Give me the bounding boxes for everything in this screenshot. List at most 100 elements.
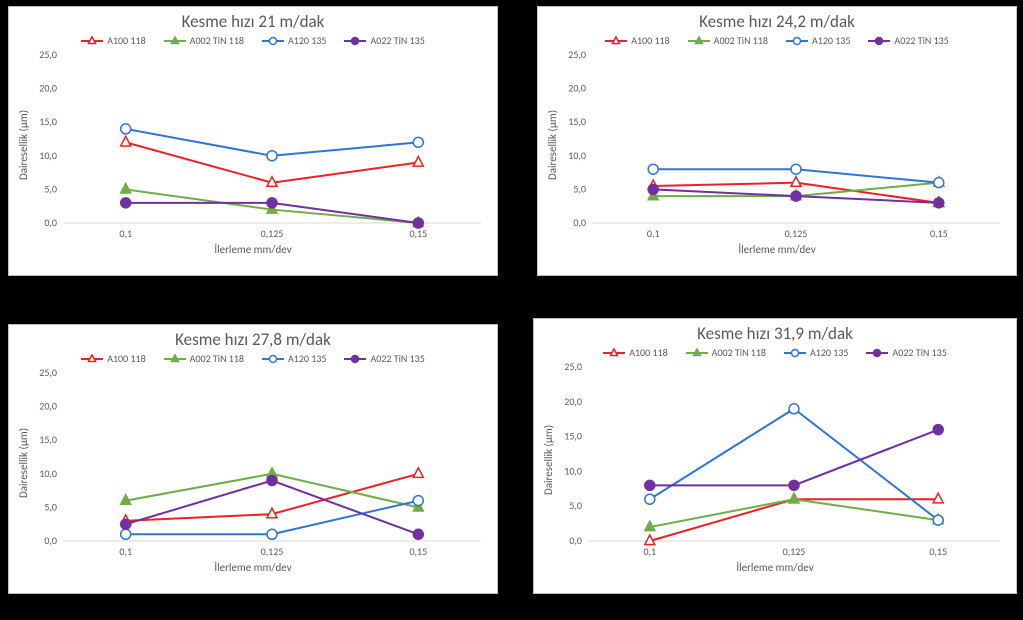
legend-item: A120 135 <box>786 34 850 47</box>
svg-text:0,1: 0,1 <box>119 227 132 240</box>
legend-label: A120 135 <box>288 34 326 47</box>
legend-swatch <box>164 36 186 46</box>
svg-text:10,0: 10,0 <box>568 149 586 162</box>
legend-swatch <box>688 36 710 46</box>
svg-text:15,0: 15,0 <box>39 433 57 446</box>
svg-text:0,15: 0,15 <box>929 545 947 558</box>
svg-text:0,15: 0,15 <box>409 227 427 240</box>
legend-swatch <box>164 354 186 364</box>
legend-item: A002 TiN 118 <box>688 34 768 47</box>
svg-text:0,125: 0,125 <box>783 545 806 558</box>
legend-swatch <box>868 36 890 46</box>
legend-swatch <box>344 36 366 46</box>
legend-swatch <box>344 354 366 364</box>
svg-text:5,0: 5,0 <box>573 182 586 195</box>
svg-text:0,125: 0,125 <box>261 545 284 558</box>
svg-text:0,1: 0,1 <box>647 227 660 240</box>
legend-item: A120 135 <box>262 352 326 365</box>
legend-label: A002 TiN 118 <box>712 346 766 359</box>
svg-text:0,125: 0,125 <box>261 227 284 240</box>
legend-label: A100 118 <box>631 34 669 47</box>
svg-text:0,125: 0,125 <box>785 227 808 240</box>
svg-text:25,0: 25,0 <box>564 361 582 373</box>
svg-text:10,0: 10,0 <box>564 464 582 477</box>
y-axis-label: Dairesellik (µm) <box>17 428 30 498</box>
svg-text:5,0: 5,0 <box>44 500 57 513</box>
legend-swatch <box>784 348 806 358</box>
x-axis-label: İlerleme mm/dev <box>9 561 497 574</box>
legend-swatch <box>786 36 808 46</box>
legend-item: A022 TiN 135 <box>866 346 946 359</box>
legend-item: A022 TiN 135 <box>344 352 424 365</box>
svg-text:25,0: 25,0 <box>568 49 586 61</box>
svg-text:10,0: 10,0 <box>39 149 57 162</box>
legend-label: A100 118 <box>629 346 667 359</box>
legend-item: A100 118 <box>81 352 145 365</box>
legend-item: A120 135 <box>784 346 848 359</box>
svg-text:0,15: 0,15 <box>409 545 427 558</box>
chart-panel-2: Kesme hızı 27,8 m/dak A100 118 A002 TiN … <box>8 324 498 594</box>
legend-label: A022 TiN 135 <box>892 346 946 359</box>
legend-swatch <box>81 36 103 46</box>
legend-item: A120 135 <box>262 34 326 47</box>
legend-label: A120 135 <box>810 346 848 359</box>
svg-text:0,0: 0,0 <box>569 534 582 547</box>
chart-panel-3: Kesme hızı 31,9 m/dak A100 118 A002 TiN … <box>533 318 1017 594</box>
chart-title: Kesme hızı 27,8 m/dak <box>9 329 497 350</box>
legend-label: A002 TiN 118 <box>190 34 244 47</box>
x-axis-label: İlerleme mm/dev <box>534 561 1016 574</box>
legend-item: A022 TiN 135 <box>344 34 424 47</box>
plot-area: 0,05,010,015,020,025,00,10,1250,15Daires… <box>538 49 1016 241</box>
legend-label: A002 TiN 118 <box>190 352 244 365</box>
legend-item: A022 TiN 135 <box>868 34 948 47</box>
legend-label: A120 135 <box>288 352 326 365</box>
legend-swatch <box>866 348 888 358</box>
svg-text:25,0: 25,0 <box>39 49 57 61</box>
chart-panel-1: Kesme hızı 24,2 m/dak A100 118 A002 TiN … <box>537 6 1017 276</box>
legend-swatch <box>686 348 708 358</box>
legend-item: A100 118 <box>605 34 669 47</box>
legend-swatch <box>262 36 284 46</box>
svg-text:0,0: 0,0 <box>573 216 586 229</box>
legend: A100 118 A002 TiN 118 A120 135 A022 TiN … <box>534 346 1016 359</box>
x-axis-label: İlerleme mm/dev <box>9 243 497 256</box>
svg-text:5,0: 5,0 <box>44 182 57 195</box>
chart-title: Kesme hızı 21 m/dak <box>9 11 497 32</box>
legend-label: A120 135 <box>812 34 850 47</box>
legend: A100 118 A002 TiN 118 A120 135 A022 TiN … <box>538 34 1016 47</box>
legend-swatch <box>603 348 625 358</box>
legend-item: A100 118 <box>81 34 145 47</box>
y-axis-label: Dairesellik (µm) <box>17 110 30 180</box>
legend-label: A100 118 <box>107 352 145 365</box>
svg-text:20,0: 20,0 <box>39 400 57 413</box>
legend-item: A100 118 <box>603 346 667 359</box>
plot-area: 0,0 5,0 10,0 15,0 20,0 25,0 0,1 0,125 0,15 Daires… <box>9 49 497 241</box>
legend-swatch <box>81 354 103 364</box>
svg-text:0,1: 0,1 <box>119 545 132 558</box>
svg-text:0,15: 0,15 <box>930 227 948 240</box>
legend-item: A002 TiN 118 <box>164 34 244 47</box>
legend-swatch <box>262 354 284 364</box>
svg-text:5,0: 5,0 <box>569 499 582 512</box>
y-axis-label: Dairesellik (µm) <box>542 425 555 495</box>
svg-text:25,0: 25,0 <box>39 367 57 379</box>
svg-text:0,0: 0,0 <box>44 534 57 547</box>
svg-text:0,0: 0,0 <box>44 216 57 229</box>
plot-area: 0,05,010,015,020,025,00,10,1250,15Daires… <box>534 361 1016 559</box>
chart-panel-0: Kesme hızı 21 m/dak A100 118 A002 TiN 11… <box>8 6 498 276</box>
plot-area: 0,05,010,015,020,025,00,10,1250,15Daires… <box>9 367 497 559</box>
legend-label: A100 118 <box>107 34 145 47</box>
legend: A100 118 A002 TiN 118 A120 135 A022 TiN … <box>9 34 497 47</box>
x-axis-label: İlerleme mm/dev <box>538 243 1016 256</box>
svg-text:0,1: 0,1 <box>643 545 656 558</box>
legend-label: A022 TiN 135 <box>370 34 424 47</box>
svg-text:15,0: 15,0 <box>564 430 582 443</box>
legend: A100 118 A002 TiN 118 A120 135 A022 TiN … <box>9 352 497 365</box>
legend-label: A022 TiN 135 <box>370 352 424 365</box>
chart-title: Kesme hızı 24,2 m/dak <box>538 11 1016 32</box>
legend-item: A002 TiN 118 <box>164 352 244 365</box>
svg-text:15,0: 15,0 <box>568 115 586 128</box>
legend-swatch <box>605 36 627 46</box>
svg-text:20,0: 20,0 <box>39 82 57 95</box>
svg-text:15,0: 15,0 <box>39 115 57 128</box>
